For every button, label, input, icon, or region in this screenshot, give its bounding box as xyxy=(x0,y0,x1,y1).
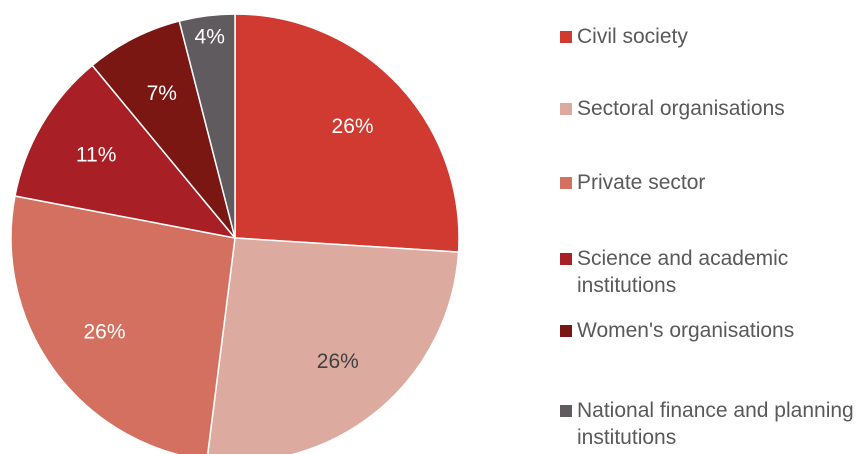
legend-label: Sectoral organisations xyxy=(577,97,785,120)
pie-slice xyxy=(178,13,236,239)
data-label: 11% xyxy=(76,143,116,166)
legend-swatch xyxy=(560,405,572,417)
data-label: 26% xyxy=(317,350,359,373)
legend-label: Private sector xyxy=(577,171,706,194)
pie-slice xyxy=(206,237,460,454)
legend-label: Civil society xyxy=(577,25,688,48)
data-label: 7% xyxy=(147,82,177,105)
legend-swatch xyxy=(560,103,572,115)
legend-swatch xyxy=(560,177,572,189)
legend-item: Sectoral organisations xyxy=(560,95,859,122)
legend-swatch xyxy=(560,325,572,337)
pie-slice xyxy=(14,64,237,240)
legend-label: Women's organisations xyxy=(577,319,795,342)
pie-slice xyxy=(10,195,236,454)
legend-item: National finance and planning institutio… xyxy=(560,397,859,451)
legend-item: Science and academic institutions xyxy=(560,245,859,299)
legend-item: Civil society xyxy=(560,23,859,50)
legend-swatch xyxy=(560,253,572,265)
pie: 26% 26% 26% 11% 7% 4% xyxy=(10,13,460,454)
legend-swatch xyxy=(560,31,572,43)
legend-item: Private sector xyxy=(560,169,859,196)
data-label: 26% xyxy=(84,320,126,343)
legend-label: National finance and planning institutio… xyxy=(577,399,854,449)
pie-slice xyxy=(234,13,460,253)
legend-item: Women's organisations xyxy=(560,317,859,344)
data-label: 26% xyxy=(332,115,374,138)
data-label: 4% xyxy=(195,26,225,49)
legend-label: Science and academic institutions xyxy=(577,247,789,297)
